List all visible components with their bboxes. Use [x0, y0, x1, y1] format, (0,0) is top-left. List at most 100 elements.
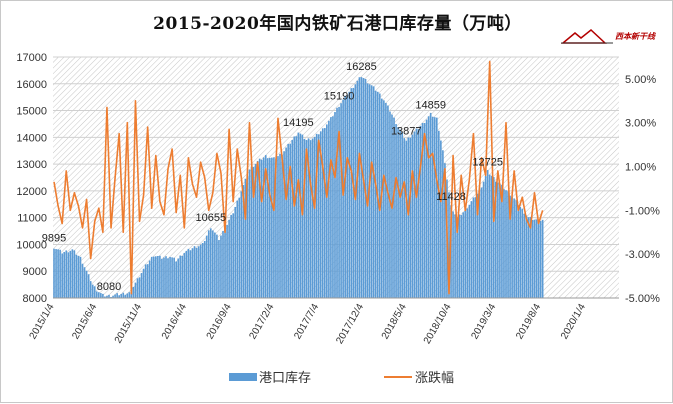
- bar: [407, 137, 410, 298]
- legend-swatch-bar: [229, 373, 257, 381]
- bar: [448, 192, 450, 298]
- bar: [330, 117, 332, 298]
- bar: [313, 136, 316, 298]
- bar: [297, 132, 300, 298]
- bar: [476, 193, 479, 298]
- bar: [336, 107, 338, 298]
- bar: [120, 293, 123, 298]
- bar: [157, 256, 159, 298]
- bar: [513, 198, 515, 298]
- data-label: 14195: [283, 117, 314, 129]
- x-axis: 2015/1/4 2015/6/4 2015/11/4 2016/4/4 2016/9/…: [28, 297, 619, 346]
- bar: [191, 248, 194, 298]
- bar: [295, 136, 298, 298]
- bar: [228, 219, 230, 298]
- x-tick-label: 2016/4/4: [160, 302, 189, 342]
- bar: [126, 293, 129, 298]
- legend: 港口库存 涨跌幅: [229, 370, 454, 385]
- bar: [175, 261, 177, 298]
- y-right-tick-label: -1.00%: [625, 205, 660, 217]
- bar: [468, 204, 471, 298]
- x-tick-label: 2020/1/4: [559, 302, 588, 342]
- bar: [275, 158, 277, 298]
- bar: [427, 116, 430, 298]
- y-left-tick-label: 13000: [16, 159, 47, 171]
- bar: [287, 143, 289, 298]
- bar: [464, 208, 467, 298]
- bar: [535, 219, 538, 298]
- bar: [352, 87, 355, 299]
- bar: [197, 246, 200, 298]
- bar: [409, 137, 412, 298]
- bar: [108, 294, 110, 298]
- bar: [201, 243, 204, 298]
- bar: [523, 213, 526, 298]
- bar: [419, 125, 422, 298]
- x-tick-label: 2019/3/4: [469, 302, 498, 342]
- bar: [319, 131, 322, 298]
- bar: [362, 78, 365, 298]
- bar: [425, 119, 428, 299]
- bar: [91, 284, 94, 298]
- bar: [122, 292, 125, 298]
- bar: [69, 250, 72, 298]
- bar: [203, 241, 206, 298]
- bar: [173, 257, 175, 298]
- bar: [240, 191, 243, 298]
- bar: [301, 134, 304, 298]
- bar: [114, 294, 116, 298]
- x-tick-label: 2015/6/4: [70, 302, 99, 342]
- bar: [57, 249, 59, 298]
- bar: [81, 263, 84, 298]
- bar: [470, 201, 473, 298]
- bar: [309, 140, 312, 298]
- bar: [269, 157, 271, 298]
- bar: [152, 256, 155, 298]
- bar: [63, 251, 66, 298]
- bar: [279, 153, 281, 298]
- bar: [405, 140, 408, 298]
- brand-logo: 西本新干线: [560, 29, 669, 45]
- bar: [488, 174, 491, 298]
- bar: [344, 95, 346, 298]
- bar: [236, 200, 239, 298]
- bar: [138, 277, 141, 298]
- bar: [411, 134, 414, 298]
- bar: [238, 197, 241, 298]
- legend-label-bar: 港口库存: [259, 370, 311, 385]
- bar: [393, 117, 395, 299]
- bar: [205, 235, 208, 298]
- logo-text: 西本新干线: [615, 32, 655, 41]
- bar: [387, 105, 389, 298]
- bar: [244, 178, 247, 298]
- bar: [73, 250, 76, 298]
- bar: [67, 252, 70, 298]
- bar: [509, 195, 511, 298]
- x-tick-label: 2015/1/4: [28, 302, 57, 342]
- bar: [519, 206, 522, 298]
- data-label: 13877: [391, 126, 422, 138]
- change-line: [53, 60, 544, 295]
- bar: [262, 157, 265, 298]
- bar: [342, 99, 344, 298]
- bar: [146, 264, 149, 298]
- bar: [222, 230, 224, 298]
- bar: [346, 95, 349, 298]
- data-label: 11428: [436, 191, 466, 203]
- bar: [438, 130, 440, 298]
- bar: [501, 184, 503, 298]
- bar: [271, 157, 273, 298]
- bar: [435, 117, 438, 299]
- bar: [209, 228, 212, 298]
- y-left-tick-label: 11000: [17, 213, 47, 225]
- bar: [311, 138, 314, 298]
- bar: [132, 286, 135, 298]
- bar: [83, 267, 86, 298]
- bar: [374, 90, 377, 299]
- bar: [75, 254, 78, 298]
- bar: [539, 220, 542, 298]
- bar: [372, 86, 375, 298]
- x-tick-label: 2018/10/4: [422, 302, 454, 346]
- bar: [328, 120, 330, 298]
